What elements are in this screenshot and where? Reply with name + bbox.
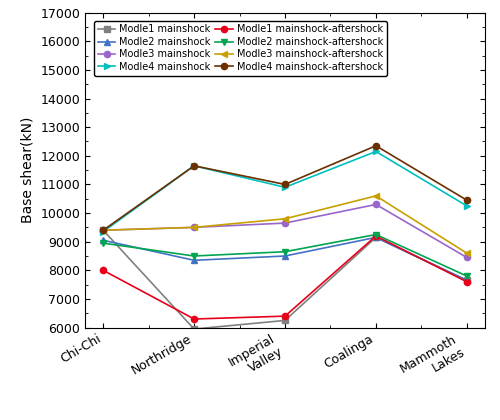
Modle2 mainshock <box>373 235 379 240</box>
Modle1 mainshock-aftershock <box>464 279 470 284</box>
Modle1 mainshock-aftershock <box>100 268 106 273</box>
Line: Modle4 mainshock: Modle4 mainshock <box>100 148 470 235</box>
Modle4 mainshock-aftershock <box>191 163 197 168</box>
Modle1 mainshock-aftershock <box>191 317 197 322</box>
Line: Modle1 mainshock-aftershock: Modle1 mainshock-aftershock <box>100 233 470 322</box>
Modle4 mainshock-aftershock <box>464 198 470 203</box>
Modle2 mainshock <box>464 278 470 283</box>
Line: Modle2 mainshock-aftershock: Modle2 mainshock-aftershock <box>100 231 470 279</box>
Modle1 mainshock <box>100 228 106 233</box>
Modle3 mainshock <box>191 225 197 230</box>
Modle4 mainshock <box>100 229 106 234</box>
Modle2 mainshock <box>100 238 106 243</box>
Legend: Modle1 mainshock, Modle2 mainshock, Modle3 mainshock, Modle4 mainshock, Modle1 m: Modle1 mainshock, Modle2 mainshock, Modl… <box>94 21 387 76</box>
Modle2 mainshock <box>191 258 197 263</box>
Modle3 mainshock-aftershock <box>191 225 197 230</box>
Modle4 mainshock-aftershock <box>100 228 106 233</box>
Modle3 mainshock <box>282 220 288 226</box>
Modle2 mainshock-aftershock <box>191 254 197 259</box>
Modle3 mainshock <box>464 255 470 260</box>
Modle3 mainshock-aftershock <box>282 216 288 221</box>
Modle3 mainshock <box>373 202 379 207</box>
Y-axis label: Base shear(kN): Base shear(kN) <box>20 117 34 223</box>
Line: Modle1 mainshock: Modle1 mainshock <box>100 227 470 332</box>
Modle3 mainshock-aftershock <box>373 193 379 198</box>
Modle2 mainshock-aftershock <box>100 241 106 246</box>
Modle4 mainshock <box>464 203 470 208</box>
Modle4 mainshock-aftershock <box>373 143 379 148</box>
Line: Modle3 mainshock-aftershock: Modle3 mainshock-aftershock <box>100 193 470 256</box>
Line: Modle3 mainshock: Modle3 mainshock <box>100 201 470 260</box>
Modle1 mainshock <box>191 326 197 331</box>
Modle1 mainshock <box>464 278 470 283</box>
Modle4 mainshock <box>282 185 288 190</box>
Modle2 mainshock <box>282 254 288 259</box>
Modle2 mainshock-aftershock <box>282 249 288 254</box>
Modle3 mainshock-aftershock <box>100 228 106 233</box>
Modle3 mainshock <box>100 228 106 233</box>
Modle1 mainshock <box>373 235 379 240</box>
Modle4 mainshock <box>373 149 379 154</box>
Modle2 mainshock-aftershock <box>464 273 470 278</box>
Modle3 mainshock-aftershock <box>464 251 470 256</box>
Modle1 mainshock-aftershock <box>373 234 379 239</box>
Modle1 mainshock-aftershock <box>282 314 288 319</box>
Modle4 mainshock <box>191 163 197 168</box>
Modle1 mainshock <box>282 318 288 323</box>
Modle2 mainshock-aftershock <box>373 232 379 237</box>
Line: Modle4 mainshock-aftershock: Modle4 mainshock-aftershock <box>100 143 470 234</box>
Modle4 mainshock-aftershock <box>282 182 288 187</box>
Line: Modle2 mainshock: Modle2 mainshock <box>100 234 470 284</box>
